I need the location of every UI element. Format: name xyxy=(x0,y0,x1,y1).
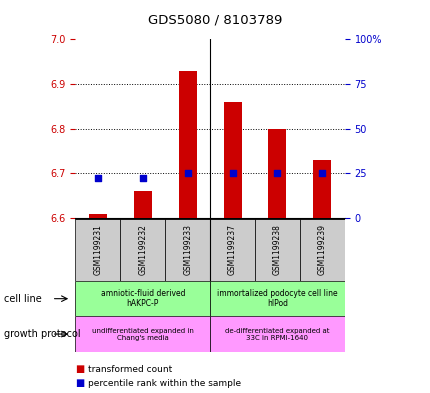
Bar xyxy=(255,219,299,281)
Bar xyxy=(75,281,210,316)
Bar xyxy=(75,316,210,352)
Text: transformed count: transformed count xyxy=(88,365,172,374)
Text: growth protocol: growth protocol xyxy=(4,329,81,339)
Text: de-differentiated expanded at
33C in RPMI-1640: de-differentiated expanded at 33C in RPM… xyxy=(225,327,329,341)
Bar xyxy=(178,71,196,218)
Text: undifferentiated expanded in
Chang's media: undifferentiated expanded in Chang's med… xyxy=(92,327,193,341)
Bar xyxy=(210,281,344,316)
Bar xyxy=(223,102,241,218)
Point xyxy=(94,175,101,181)
Bar xyxy=(268,129,286,218)
Point xyxy=(184,170,190,176)
Text: immortalized podocyte cell line
hIPod: immortalized podocyte cell line hIPod xyxy=(217,289,337,309)
Bar xyxy=(75,219,120,281)
Text: GSM1199237: GSM1199237 xyxy=(227,224,236,275)
Bar xyxy=(165,219,210,281)
Text: GSM1199232: GSM1199232 xyxy=(138,224,147,275)
Point xyxy=(273,170,280,176)
Bar xyxy=(313,160,331,218)
Text: percentile rank within the sample: percentile rank within the sample xyxy=(88,379,241,387)
Bar xyxy=(299,219,344,281)
Bar xyxy=(89,214,107,218)
Bar xyxy=(210,219,255,281)
Bar xyxy=(133,191,151,218)
Text: GSM1199239: GSM1199239 xyxy=(317,224,326,275)
Point xyxy=(318,170,325,176)
Bar xyxy=(120,219,165,281)
Text: GSM1199233: GSM1199233 xyxy=(183,224,192,275)
Bar xyxy=(210,316,344,352)
Point xyxy=(139,175,146,181)
Text: amniotic-fluid derived
hAKPC-P: amniotic-fluid derived hAKPC-P xyxy=(100,289,184,309)
Text: GDS5080 / 8103789: GDS5080 / 8103789 xyxy=(148,14,282,27)
Text: ■: ■ xyxy=(75,378,84,388)
Text: GSM1199231: GSM1199231 xyxy=(93,224,102,275)
Text: GSM1199238: GSM1199238 xyxy=(272,224,281,275)
Text: cell line: cell line xyxy=(4,294,42,304)
Point xyxy=(229,170,236,176)
Text: ■: ■ xyxy=(75,364,84,375)
